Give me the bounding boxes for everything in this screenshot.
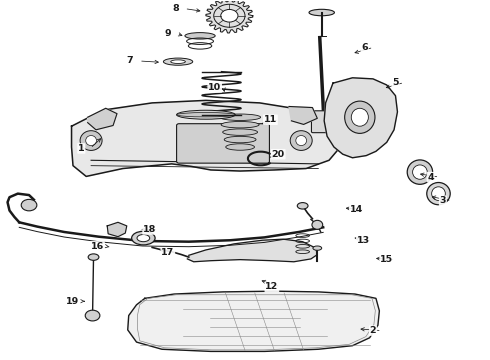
- Polygon shape: [128, 291, 379, 351]
- Ellipse shape: [80, 131, 102, 150]
- Ellipse shape: [88, 254, 99, 260]
- Text: 2: 2: [369, 326, 376, 335]
- Text: 6: 6: [362, 43, 368, 52]
- Text: 9: 9: [165, 29, 171, 38]
- Text: 20: 20: [271, 150, 285, 159]
- Text: 13: 13: [357, 237, 370, 246]
- Ellipse shape: [413, 165, 427, 179]
- Ellipse shape: [313, 246, 322, 250]
- Text: 1: 1: [78, 144, 85, 153]
- Ellipse shape: [221, 121, 259, 128]
- Text: 17: 17: [161, 248, 174, 257]
- Ellipse shape: [309, 9, 334, 16]
- Ellipse shape: [185, 33, 215, 39]
- Ellipse shape: [312, 220, 323, 229]
- Text: 4: 4: [427, 173, 434, 182]
- Ellipse shape: [176, 110, 235, 119]
- Text: 18: 18: [143, 225, 156, 234]
- Text: 3: 3: [440, 196, 446, 205]
- Polygon shape: [72, 100, 343, 176]
- Text: 5: 5: [392, 78, 399, 87]
- Circle shape: [221, 9, 238, 22]
- Text: 14: 14: [350, 205, 363, 214]
- Ellipse shape: [220, 114, 261, 121]
- Ellipse shape: [290, 131, 312, 150]
- Text: 7: 7: [127, 57, 133, 66]
- FancyBboxPatch shape: [312, 111, 332, 133]
- Text: 19: 19: [66, 297, 80, 306]
- Polygon shape: [324, 78, 397, 158]
- Ellipse shape: [163, 58, 193, 65]
- Circle shape: [21, 199, 37, 211]
- Ellipse shape: [132, 231, 155, 245]
- Ellipse shape: [297, 203, 308, 209]
- Text: 11: 11: [264, 115, 277, 124]
- Ellipse shape: [222, 129, 258, 135]
- Text: 15: 15: [380, 255, 393, 264]
- Ellipse shape: [86, 135, 97, 145]
- Ellipse shape: [176, 113, 235, 117]
- Text: 8: 8: [172, 4, 179, 13]
- FancyBboxPatch shape: [176, 124, 270, 163]
- Polygon shape: [88, 108, 117, 130]
- Polygon shape: [187, 239, 318, 262]
- Ellipse shape: [427, 183, 450, 205]
- Ellipse shape: [351, 108, 368, 126]
- Ellipse shape: [432, 187, 445, 201]
- Ellipse shape: [296, 135, 307, 145]
- Ellipse shape: [171, 60, 185, 63]
- Text: 12: 12: [265, 282, 278, 291]
- Text: 16: 16: [91, 242, 104, 251]
- Ellipse shape: [407, 160, 433, 184]
- Ellipse shape: [344, 101, 375, 134]
- Polygon shape: [289, 107, 318, 125]
- Polygon shape: [206, 0, 253, 33]
- Circle shape: [85, 310, 100, 321]
- Ellipse shape: [224, 136, 256, 143]
- Text: 10: 10: [208, 83, 221, 92]
- Ellipse shape: [137, 234, 150, 242]
- Polygon shape: [107, 222, 127, 237]
- Ellipse shape: [226, 144, 254, 150]
